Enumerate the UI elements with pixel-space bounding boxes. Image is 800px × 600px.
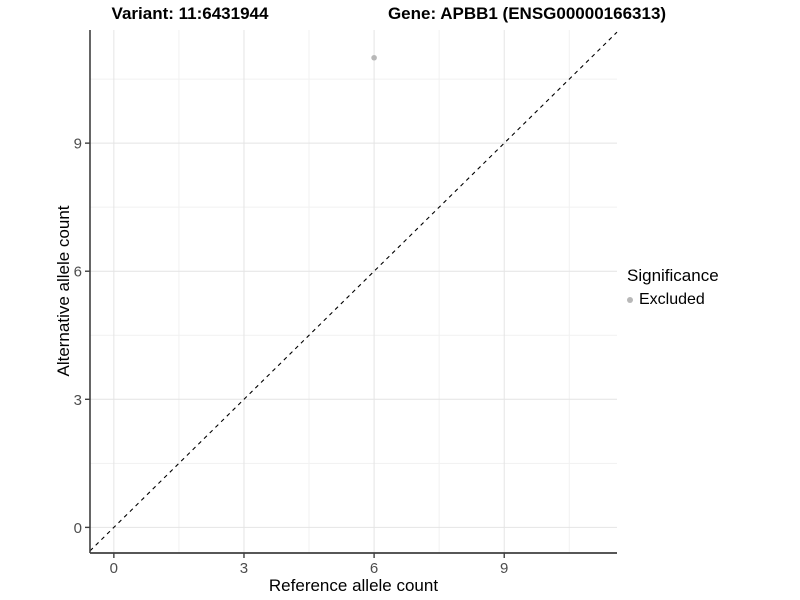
x-axis-title: Reference allele count bbox=[268, 576, 439, 595]
legend-title: Significance bbox=[627, 266, 719, 285]
legend: Significance Excluded bbox=[627, 266, 719, 309]
y-tick-label: 0 bbox=[74, 520, 82, 537]
x-tick-label: 9 bbox=[500, 560, 508, 577]
variant-title: Variant: 11:6431944 bbox=[111, 4, 269, 23]
y-axis-title: Alternative allele count bbox=[54, 205, 73, 377]
legend-point-icon bbox=[627, 297, 633, 303]
x-tick-label: 3 bbox=[240, 560, 248, 577]
y-tick-label: 9 bbox=[74, 136, 82, 153]
y-tick-label: 3 bbox=[74, 392, 82, 409]
gene-title: Gene: APBB1 (ENSG00000166313) bbox=[387, 4, 667, 23]
legend-item-label: Excluded bbox=[639, 291, 705, 308]
data-point bbox=[371, 54, 377, 61]
y-tick-label: 6 bbox=[74, 264, 82, 281]
x-tick-label: 6 bbox=[370, 560, 378, 577]
legend-item-excluded: Excluded bbox=[627, 291, 719, 309]
identity-reference-line bbox=[89, 31, 618, 552]
x-tick-label: 0 bbox=[110, 560, 118, 577]
